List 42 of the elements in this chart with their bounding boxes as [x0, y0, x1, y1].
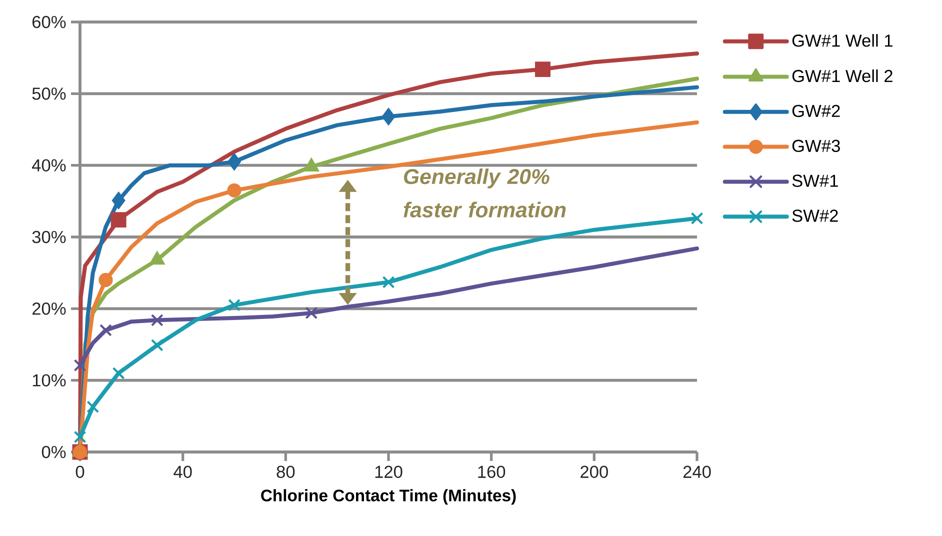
- point: [86, 400, 100, 414]
- annotation: Generally 20% faster formation: [404, 168, 566, 218]
- legend-label: SW#1: [792, 174, 838, 187]
- point: [535, 62, 550, 78]
- y-tick-label: 0%: [42, 446, 66, 458]
- y-tick-label: 30%: [32, 230, 66, 244]
- point: [690, 212, 704, 225]
- point: [74, 430, 86, 444]
- x-tick-label: 80: [276, 466, 295, 478]
- point: [99, 324, 112, 336]
- point: [98, 272, 113, 288]
- point: [382, 276, 395, 288]
- point: [150, 314, 164, 326]
- point: [74, 359, 86, 372]
- point: [305, 306, 318, 320]
- x-tick-label: 160: [478, 466, 506, 478]
- y-tick-label: 40%: [32, 159, 66, 172]
- x-axis-title: Chlorine Contact Time (Minutes): [261, 489, 516, 505]
- point: [227, 183, 242, 198]
- legend-label: GW#1 Well 2: [792, 69, 892, 82]
- line-series: [78, 216, 700, 439]
- point: [112, 192, 126, 209]
- x-tick-label: 200: [580, 466, 608, 478]
- y-tick-label: 60%: [32, 16, 66, 28]
- point: [228, 153, 241, 170]
- legend-label: GW#3: [792, 140, 840, 152]
- legend-label: GW#2: [792, 104, 840, 118]
- point: [110, 212, 126, 228]
- x-tick-label: 240: [683, 466, 711, 478]
- point: [382, 108, 396, 126]
- x-tick-label: 0: [76, 466, 84, 478]
- point: [150, 338, 164, 352]
- legend-label: SW#2: [792, 210, 838, 222]
- point: [228, 298, 241, 312]
- y-tick-label: 20%: [32, 302, 66, 315]
- line-series: [78, 246, 700, 368]
- y-tick-label: 50%: [32, 88, 66, 100]
- x-tick-label: 120: [375, 466, 402, 478]
- y-tick-label: 10%: [32, 374, 66, 386]
- x-tick-label: 40: [174, 466, 192, 478]
- point: [112, 366, 125, 380]
- legend-label: GW#1 Well 1: [792, 34, 892, 47]
